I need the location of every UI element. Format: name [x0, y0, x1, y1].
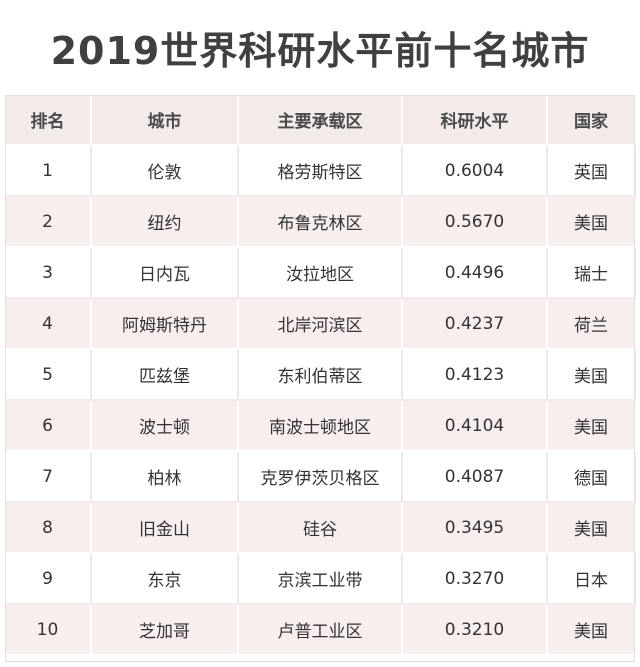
area-cell: 汝拉地区 — [238, 247, 403, 299]
country-cell: 美国 — [547, 400, 636, 452]
table-row: 4 阿姆斯特丹 北岸河滨区 0.4237 荷兰 — [5, 298, 636, 350]
score-cell: 0.5670 — [402, 196, 548, 248]
page-title: 2019世界科研水平前十名城市 — [50, 29, 590, 73]
city-cell: 纽约 — [91, 196, 239, 248]
score-cell: 0.3495 — [402, 502, 548, 554]
score-cell: 0.4087 — [402, 451, 548, 503]
city-cell: 波士顿 — [91, 400, 239, 452]
area-cell: 京滨工业带 — [238, 553, 403, 605]
rank-cell: 7 — [5, 451, 92, 503]
rank-cell: 10 — [5, 604, 92, 656]
table-row: 6 波士顿 南波士顿地区 0.4104 美国 — [5, 400, 636, 452]
city-cell: 日内瓦 — [91, 247, 239, 299]
country-cell: 瑞士 — [547, 247, 636, 299]
header-research-level: 科研水平 — [402, 95, 548, 146]
score-cell: 0.4496 — [402, 247, 548, 299]
country-cell: 日本 — [547, 553, 636, 605]
rank-cell: 6 — [5, 400, 92, 452]
rank-cell: 2 — [5, 196, 92, 248]
table-row: 9 东京 京滨工业带 0.3270 日本 — [5, 553, 636, 605]
rank-cell: 8 — [5, 502, 92, 554]
area-cell: 克罗伊茨贝格区 — [238, 451, 403, 503]
table-row: 3 日内瓦 汝拉地区 0.4496 瑞士 — [5, 247, 636, 299]
area-cell: 东利伯蒂区 — [238, 349, 403, 401]
rank-cell: 4 — [5, 298, 92, 350]
city-cell: 柏林 — [91, 451, 239, 503]
city-cell: 东京 — [91, 553, 239, 605]
score-cell: 0.4123 — [402, 349, 548, 401]
country-cell: 美国 — [547, 349, 636, 401]
city-cell: 旧金山 — [91, 502, 239, 554]
country-cell: 美国 — [547, 604, 636, 656]
table-row: 10 芝加哥 卢普工业区 0.3210 美国 — [5, 604, 636, 656]
city-cell: 伦敦 — [91, 145, 239, 197]
city-cell: 匹兹堡 — [91, 349, 239, 401]
city-cell: 芝加哥 — [91, 604, 239, 656]
country-cell: 荷兰 — [547, 298, 636, 350]
rank-cell: 9 — [5, 553, 92, 605]
score-cell: 0.4104 — [402, 400, 548, 452]
rank-cell: 1 — [5, 145, 92, 197]
ranking-table: 排名 城市 主要承载区 科研水平 国家 1 伦敦 格劳斯特区 0.6004 英国… — [5, 95, 636, 656]
score-cell: 0.6004 — [402, 145, 548, 197]
area-cell: 北岸河滨区 — [238, 298, 403, 350]
city-cell: 阿姆斯特丹 — [91, 298, 239, 350]
table-row: 1 伦敦 格劳斯特区 0.6004 英国 — [5, 145, 636, 197]
table-row: 7 柏林 克罗伊茨贝格区 0.4087 德国 — [5, 451, 636, 503]
country-cell: 英国 — [547, 145, 636, 197]
header-main-area: 主要承载区 — [238, 95, 403, 146]
table-header-row: 排名 城市 主要承载区 科研水平 国家 — [5, 95, 636, 146]
rank-cell: 5 — [5, 349, 92, 401]
country-cell: 德国 — [547, 451, 636, 503]
country-cell: 美国 — [547, 502, 636, 554]
header-city: 城市 — [91, 95, 239, 146]
score-cell: 0.3270 — [402, 553, 548, 605]
header-rank: 排名 — [5, 95, 92, 146]
area-cell: 卢普工业区 — [238, 604, 403, 656]
area-cell: 格劳斯特区 — [238, 145, 403, 197]
country-cell: 美国 — [547, 196, 636, 248]
area-cell: 布鲁克林区 — [238, 196, 403, 248]
area-cell: 南波士顿地区 — [238, 400, 403, 452]
area-cell: 硅谷 — [238, 502, 403, 554]
rank-cell: 3 — [5, 247, 92, 299]
header-country: 国家 — [547, 95, 636, 146]
table-row: 5 匹兹堡 东利伯蒂区 0.4123 美国 — [5, 349, 636, 401]
table-row: 2 纽约 布鲁克林区 0.5670 美国 — [5, 196, 636, 248]
table-row: 8 旧金山 硅谷 0.3495 美国 — [5, 502, 636, 554]
score-cell: 0.4237 — [402, 298, 548, 350]
score-cell: 0.3210 — [402, 604, 548, 656]
